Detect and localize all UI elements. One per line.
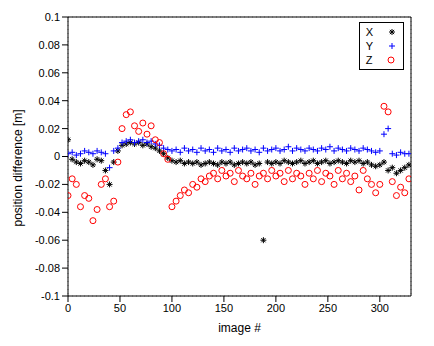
svg-text:100: 100 xyxy=(163,302,181,314)
svg-text:0.04: 0.04 xyxy=(39,95,60,107)
svg-text:0: 0 xyxy=(65,302,71,314)
html-text:X: X xyxy=(365,26,373,38)
svg-text:position difference [m]: position difference [m] xyxy=(11,109,25,226)
svg-text:-0.1: -0.1 xyxy=(41,290,60,302)
svg-text:-0.04: -0.04 xyxy=(35,206,60,218)
svg-text:0.08: 0.08 xyxy=(39,39,60,51)
svg-text:300: 300 xyxy=(371,302,389,314)
svg-text:200: 200 xyxy=(267,302,285,314)
svg-text:-0.06: -0.06 xyxy=(35,234,60,246)
svg-text:-0.02: -0.02 xyxy=(35,178,60,190)
svg-text:0.02: 0.02 xyxy=(39,123,60,135)
svg-text:0: 0 xyxy=(54,150,60,162)
svg-text:0.1: 0.1 xyxy=(45,11,60,23)
svg-text:image #: image # xyxy=(218,321,261,335)
svg-text:0.06: 0.06 xyxy=(39,67,60,79)
html-text:Y: Y xyxy=(365,40,373,52)
svg-text:150: 150 xyxy=(215,302,233,314)
svg-text:-0.08: -0.08 xyxy=(35,262,60,274)
svg-text:250: 250 xyxy=(319,302,337,314)
svg-text:50: 50 xyxy=(114,302,126,314)
html-text:Z: Z xyxy=(365,54,373,66)
